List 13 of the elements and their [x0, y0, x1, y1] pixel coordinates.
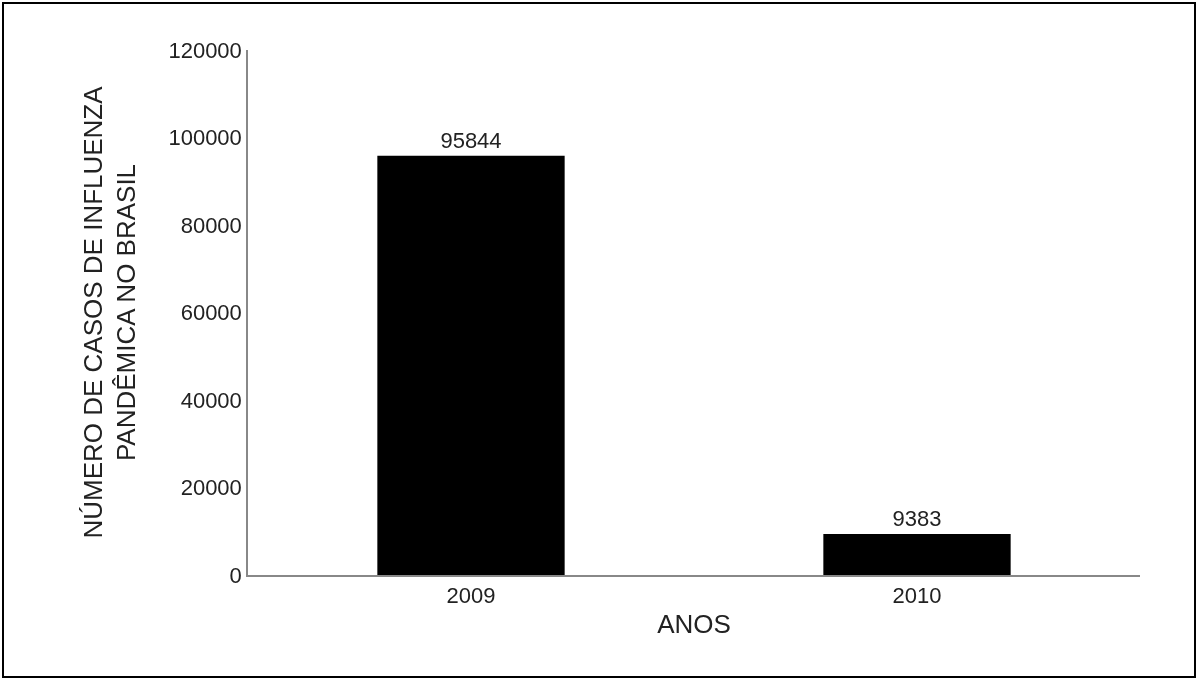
y-tick-label: 80000 — [180, 212, 242, 238]
y-tick-label: 100000 — [168, 125, 242, 151]
data-label: 95844 — [440, 127, 502, 153]
y-tick-label: 120000 — [168, 37, 242, 63]
y-tick-label: 20000 — [180, 475, 242, 501]
y-tick-label: 60000 — [180, 300, 242, 326]
y-axis-title: NÚMERO DE CASOS DE INFLUENZA PANDÊMICA NO BRASIL — [77, 85, 142, 539]
y-tick-label: 0 — [229, 562, 242, 588]
data-label: 9383 — [892, 505, 942, 531]
x-tick-label: 2010 — [892, 583, 942, 609]
x-axis-title: ANOS — [657, 609, 731, 640]
y-tick-label: 40000 — [180, 387, 242, 413]
x-tick-label: 2009 — [446, 583, 496, 609]
